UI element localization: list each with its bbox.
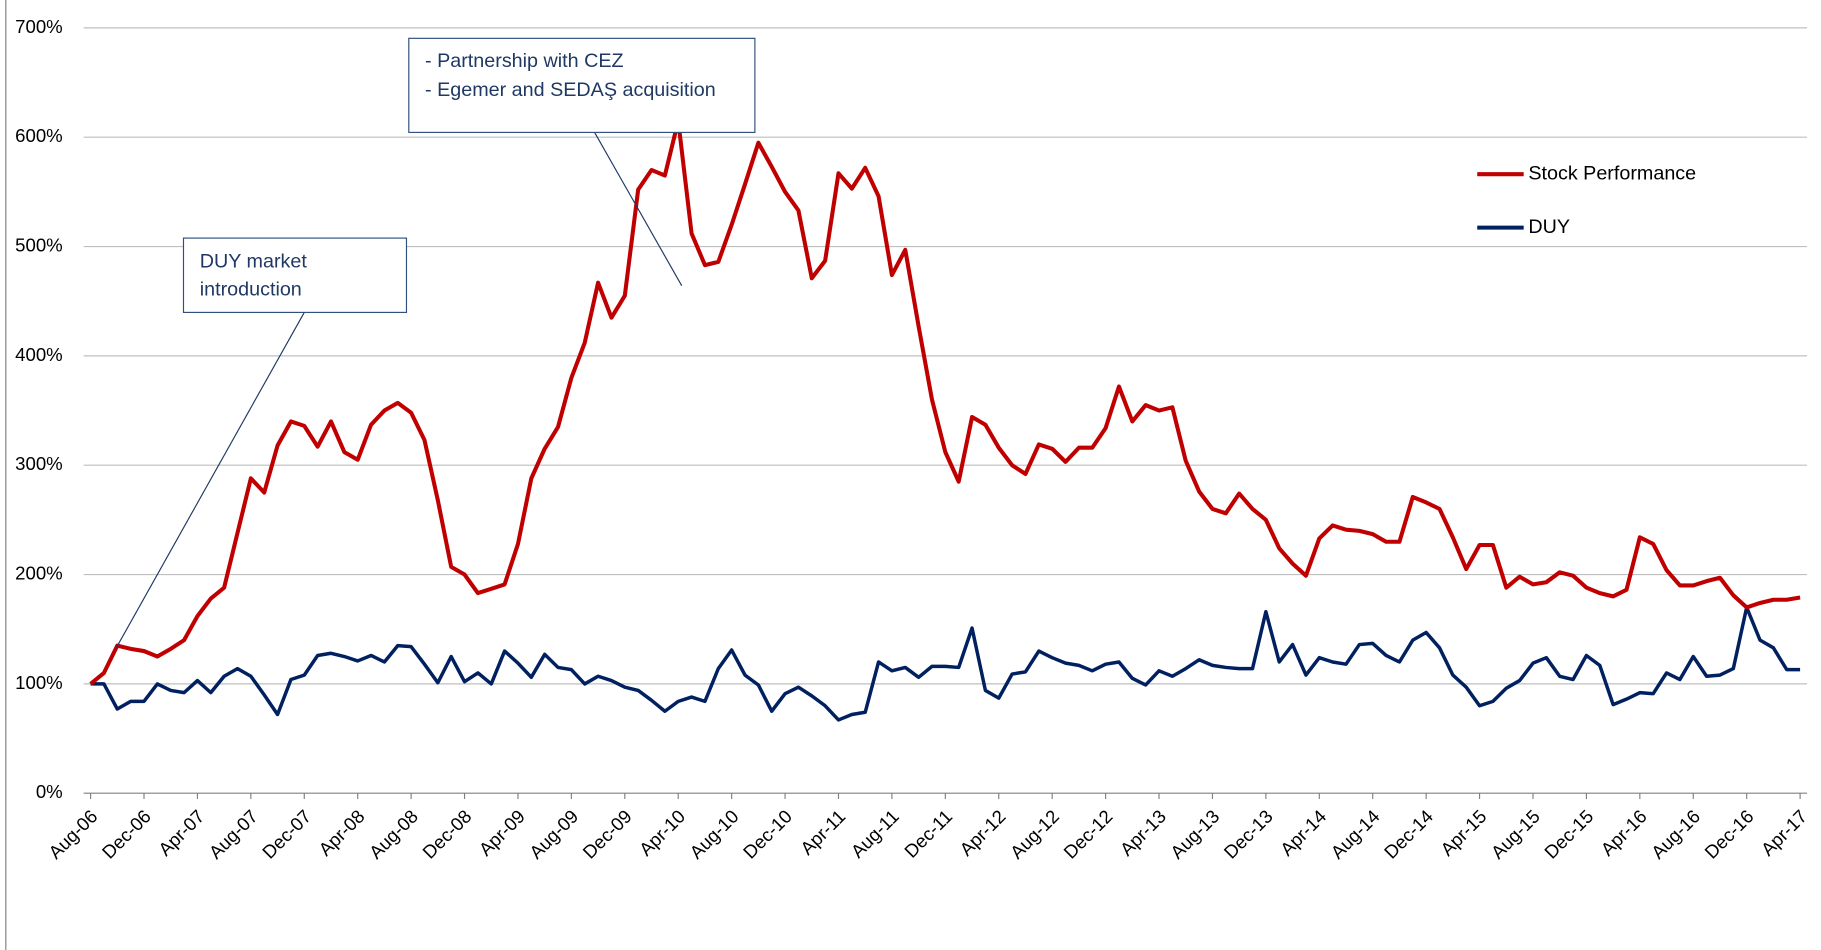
legend-label: Stock Performance xyxy=(1528,162,1696,184)
x-tick-label: Dec-15 xyxy=(1540,806,1597,863)
x-tick-label: Apr-09 xyxy=(475,806,529,860)
y-tick-label: 0% xyxy=(36,781,63,802)
y-tick-label: 300% xyxy=(15,453,63,474)
x-tick-label: Apr-16 xyxy=(1596,806,1650,860)
annotation-text: DUY market xyxy=(200,251,308,273)
x-tick-label: Aug-08 xyxy=(365,806,422,863)
annotation-leader xyxy=(594,132,683,286)
y-tick-label: 600% xyxy=(15,125,63,146)
x-tick-label: Aug-12 xyxy=(1006,806,1063,863)
x-tick-label: Apr-13 xyxy=(1116,806,1170,860)
legend-label: DUY xyxy=(1528,216,1570,238)
x-tick-label: Apr-07 xyxy=(154,806,208,860)
y-tick-label: 200% xyxy=(15,562,63,583)
x-tick-label: Dec-06 xyxy=(98,806,155,863)
x-tick-label: Aug-14 xyxy=(1326,806,1383,863)
annotation-text: - Partnership with CEZ xyxy=(425,50,624,72)
x-tick-label: Dec-07 xyxy=(258,806,315,863)
x-tick-label: Aug-15 xyxy=(1487,806,1544,863)
x-tick-label: Apr-14 xyxy=(1276,806,1330,860)
y-tick-label: 700% xyxy=(15,16,63,37)
x-tick-label: Apr-15 xyxy=(1436,806,1490,860)
annotation-leader xyxy=(115,312,305,649)
series-line xyxy=(90,605,1801,722)
x-tick-label: Aug-11 xyxy=(847,806,903,862)
x-tick-label: Dec-13 xyxy=(1220,806,1277,863)
x-tick-label: Aug-16 xyxy=(1647,806,1704,863)
annotation-box xyxy=(408,37,756,133)
x-tick-label: Dec-16 xyxy=(1700,806,1757,863)
x-tick-label: Dec-08 xyxy=(418,806,475,863)
x-tick-label: Aug-06 xyxy=(44,806,101,863)
y-tick-label: 500% xyxy=(15,234,63,255)
x-tick-label: Aug-13 xyxy=(1166,806,1223,863)
x-tick-label: Dec-11 xyxy=(900,806,956,862)
x-tick-label: Dec-10 xyxy=(739,806,796,863)
x-tick-label: Aug-10 xyxy=(685,806,742,863)
x-tick-label: Apr-10 xyxy=(635,806,689,860)
x-tick-label: Apr-17 xyxy=(1757,806,1811,860)
x-tick-label: Aug-09 xyxy=(525,806,582,863)
annotation-text: - Egemer and SEDAŞ acquisition xyxy=(425,79,716,101)
x-tick-label: Apr-11 xyxy=(796,806,849,859)
x-tick-label: Aug-07 xyxy=(205,806,262,863)
annotation-box xyxy=(182,237,408,313)
x-tick-label: Dec-14 xyxy=(1380,806,1437,863)
annotation-text: introduction xyxy=(200,279,302,301)
x-tick-label: Dec-12 xyxy=(1059,806,1116,863)
series-line xyxy=(89,118,1801,686)
x-tick-label: Dec-09 xyxy=(579,806,636,863)
y-tick-label: 400% xyxy=(15,344,63,365)
x-tick-label: Apr-12 xyxy=(955,806,1009,860)
x-tick-label: Apr-08 xyxy=(314,806,368,860)
y-tick-label: 100% xyxy=(15,672,63,693)
